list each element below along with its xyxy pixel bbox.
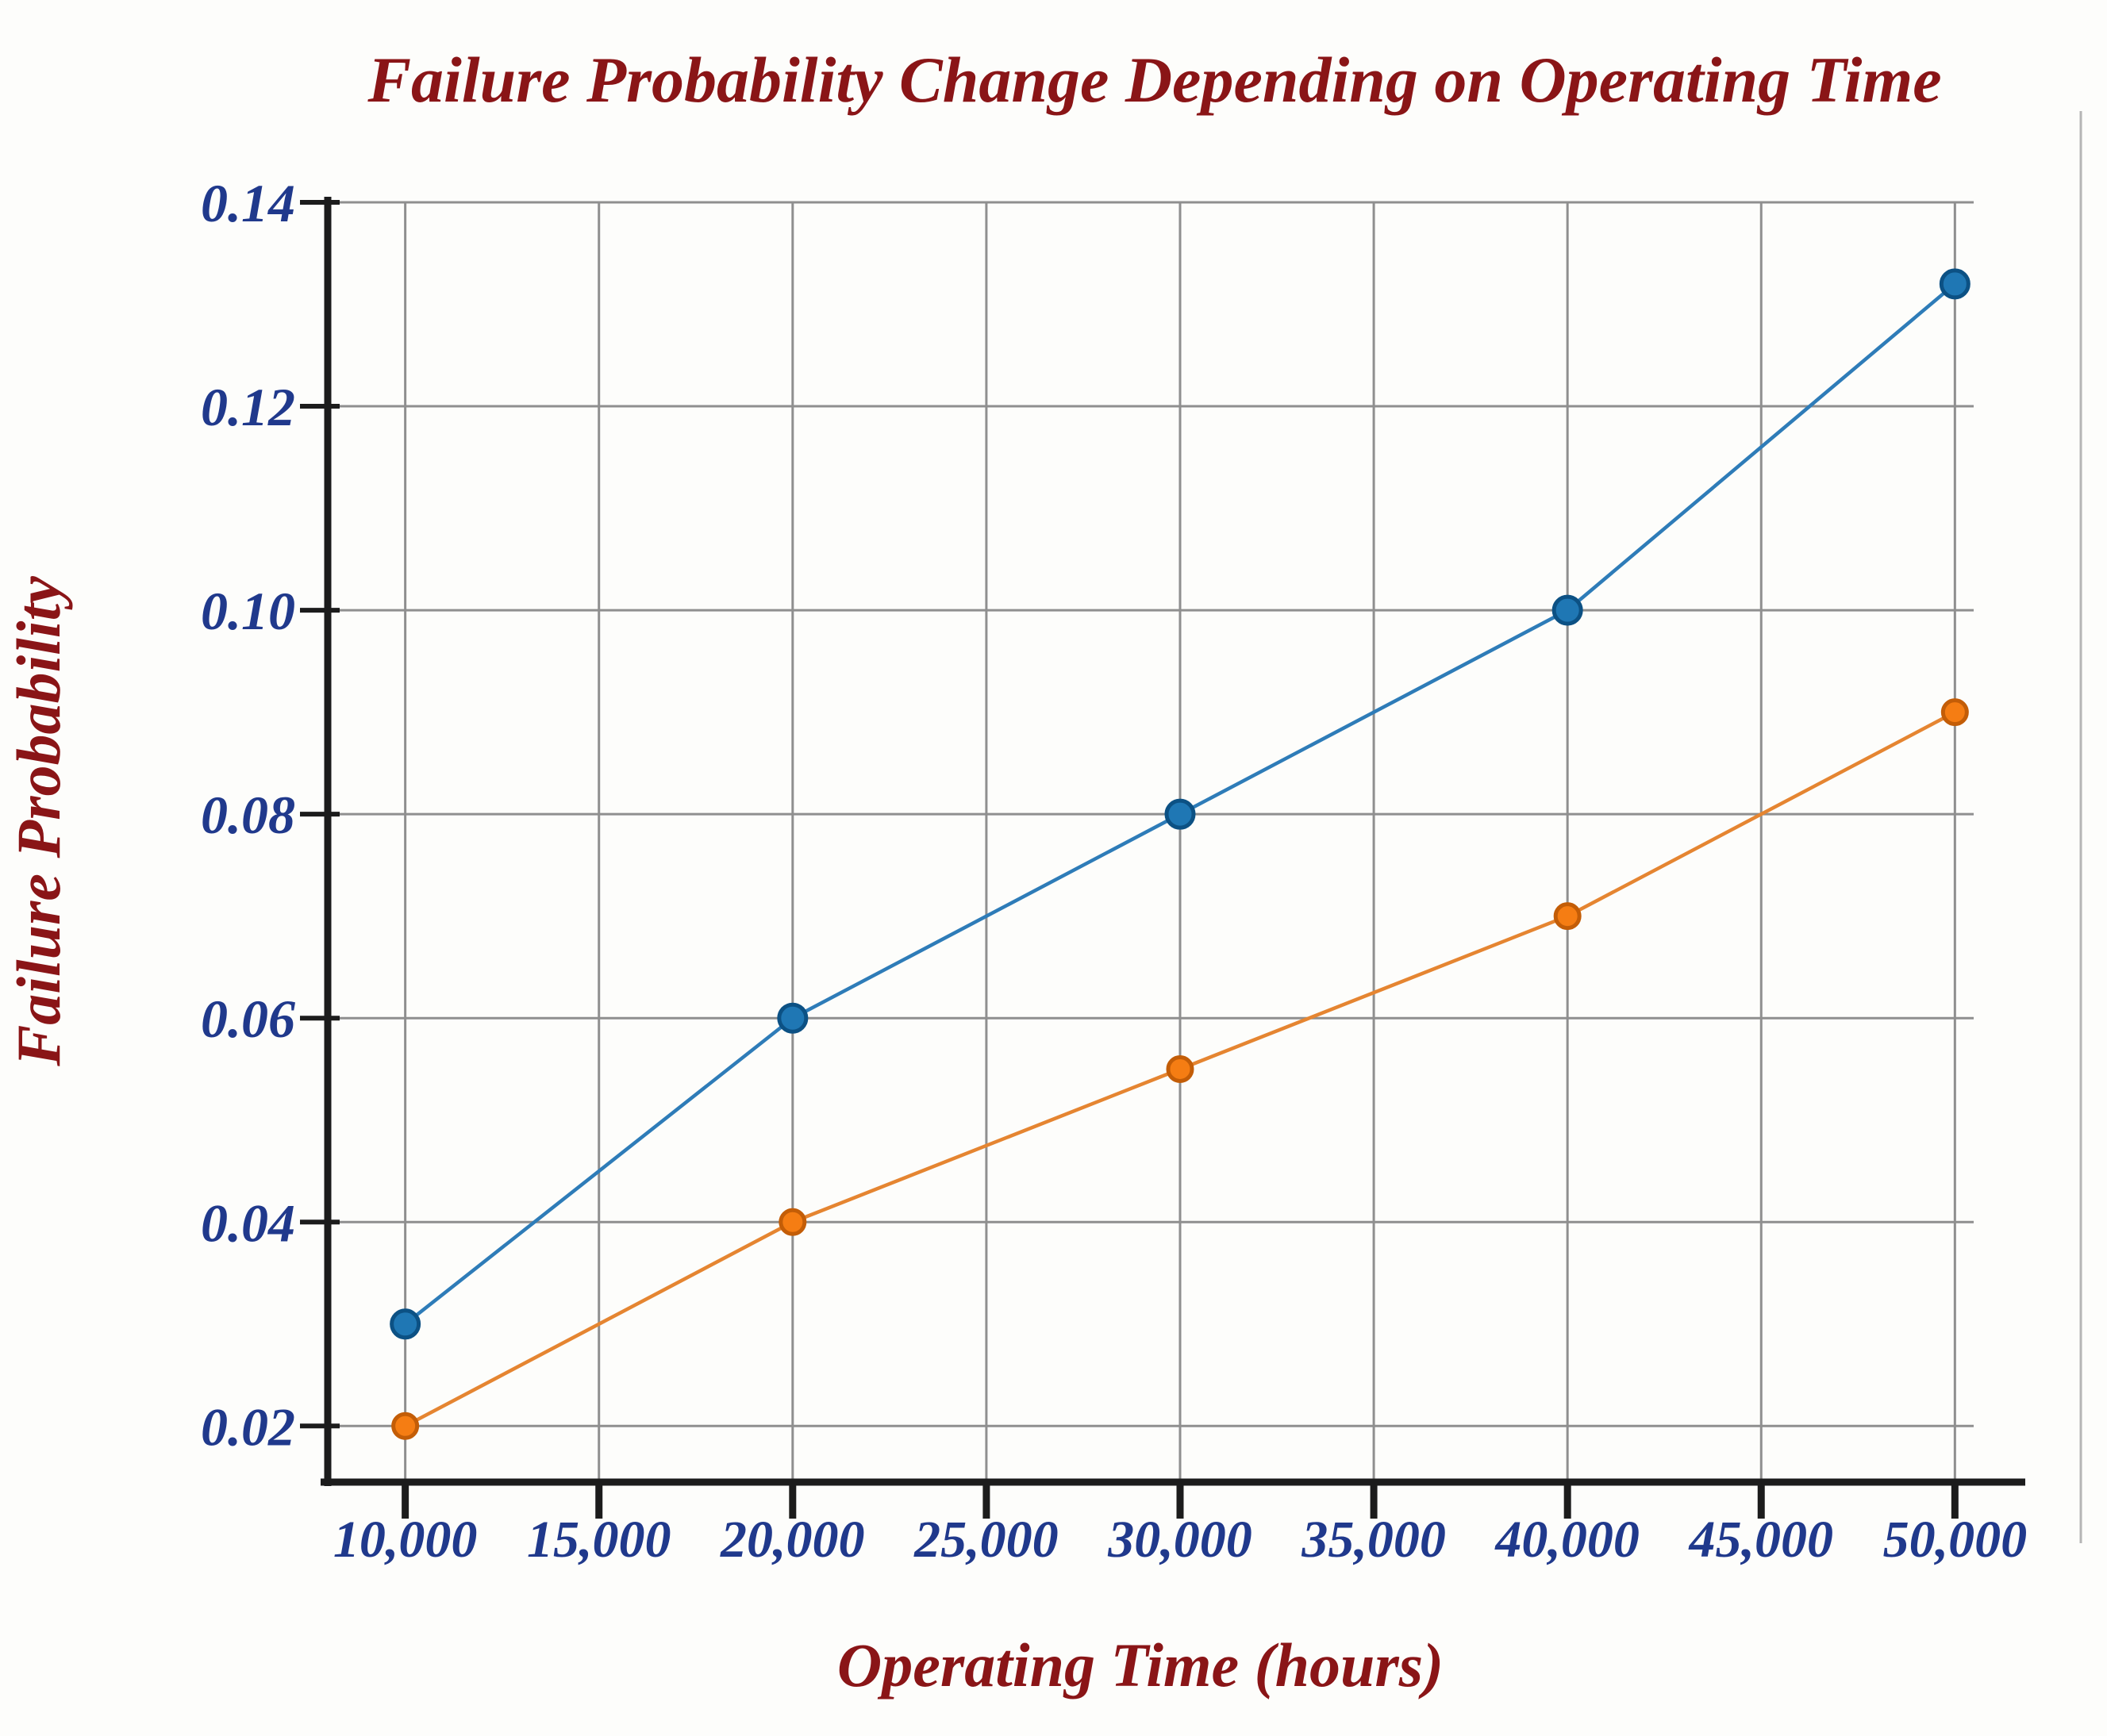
tick-label-layer: 0.02 0.04 0.06 0.08 0.10 0.12 0.14 10,000 15,000… (201, 173, 2027, 1569)
x-tick-label: 10,000 (333, 1511, 478, 1569)
y-tick-label: 0.14 (201, 173, 295, 233)
x-tick-label: 35,000 (1301, 1511, 1446, 1569)
chart-title: Failure Probability Change Depending on … (367, 44, 1941, 116)
y-tick-label: 0.02 (201, 1396, 295, 1457)
y-tick-label: 0.04 (201, 1193, 295, 1253)
orange-series-point (1553, 902, 1582, 931)
orange-series-point (779, 1208, 807, 1236)
x-tick-label: 15,000 (527, 1511, 671, 1569)
blue-series-point (1164, 798, 1196, 830)
x-tick-label: 20,000 (720, 1511, 865, 1569)
grid-layer (328, 201, 1974, 1482)
x-tick-label: 50,000 (1883, 1511, 2028, 1569)
series-layer (390, 268, 1971, 1440)
y-axis-label: Failure Probability (4, 576, 73, 1067)
x-axis-label: Operating Time (hours) (837, 1630, 1444, 1700)
axis-layer (300, 111, 2082, 1543)
blue-series-point (777, 1002, 809, 1034)
x-tick-label: 45,000 (1688, 1511, 1834, 1569)
orange-series-point (1940, 698, 1969, 727)
x-tick-label: 25,000 (913, 1511, 1059, 1569)
y-tick-label: 0.06 (201, 989, 295, 1049)
x-tick-label: 30,000 (1107, 1511, 1252, 1569)
y-tick-label: 0.08 (201, 785, 295, 845)
blue-series-point (1939, 268, 1971, 300)
orange-series-point (391, 1411, 420, 1440)
x-tick-label: 40,000 (1494, 1511, 1640, 1569)
blue-series-point (1551, 594, 1583, 626)
orange-series-point (1166, 1054, 1194, 1083)
y-tick-label: 0.12 (201, 377, 295, 437)
y-tick-label: 0.10 (201, 581, 295, 641)
blue-series-point (390, 1308, 421, 1340)
